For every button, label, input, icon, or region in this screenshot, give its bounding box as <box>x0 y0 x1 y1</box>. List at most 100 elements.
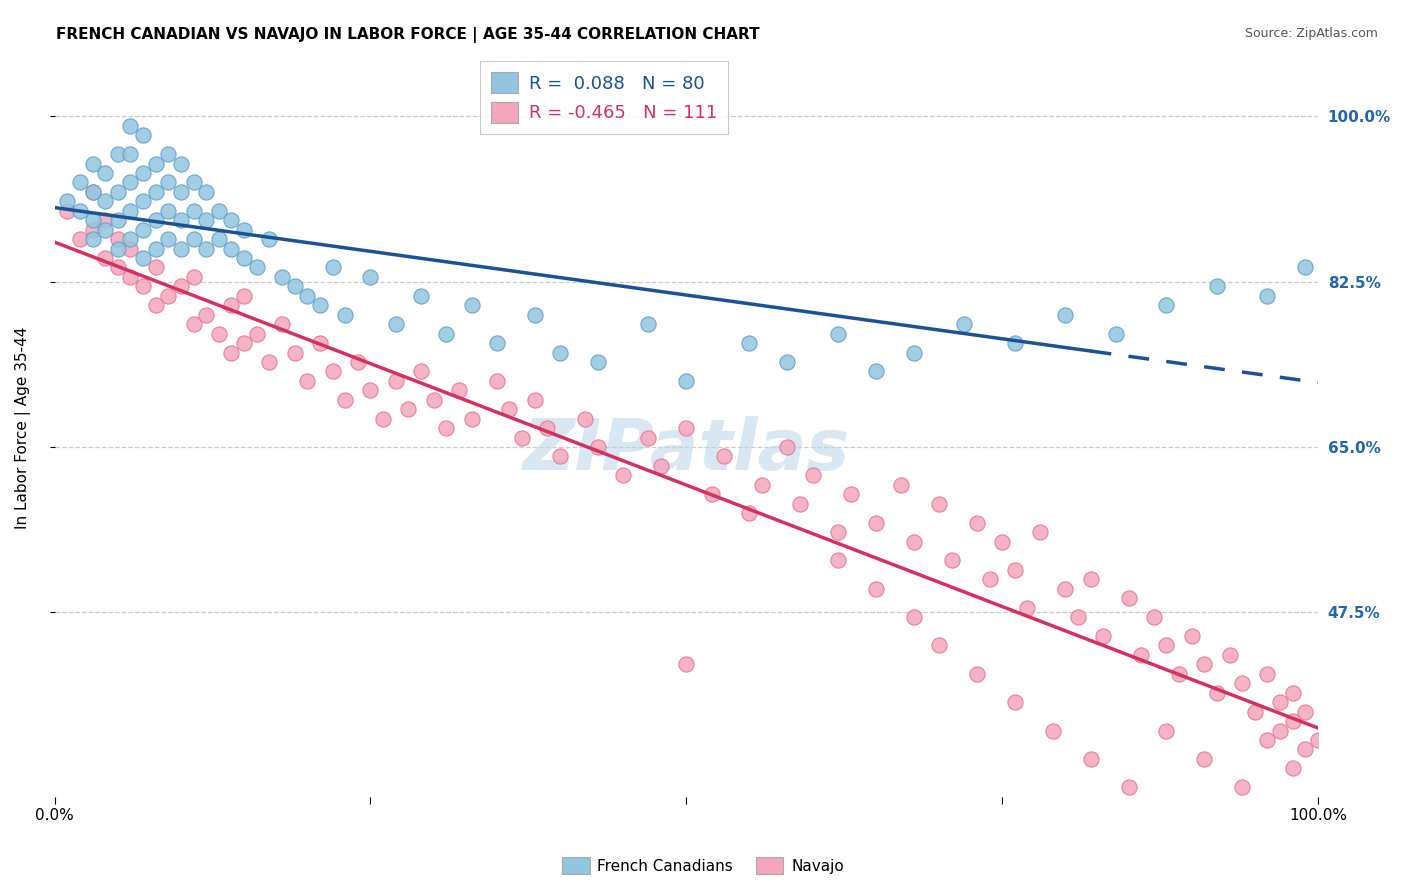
Point <box>145 242 167 256</box>
Point <box>284 345 307 359</box>
Point <box>637 431 659 445</box>
Point <box>107 260 129 275</box>
Point <box>183 176 205 190</box>
Point <box>523 308 546 322</box>
Point <box>233 251 256 265</box>
Point <box>1067 610 1090 624</box>
Point <box>233 223 256 237</box>
Point <box>1080 572 1102 586</box>
Point <box>82 213 104 227</box>
Point <box>789 497 811 511</box>
Point <box>434 326 457 341</box>
Point <box>485 336 508 351</box>
Point <box>1054 308 1077 322</box>
Point <box>574 411 596 425</box>
Point <box>1268 723 1291 738</box>
Point <box>246 326 269 341</box>
Point <box>966 516 988 530</box>
Point <box>548 345 571 359</box>
Point <box>903 345 925 359</box>
Point <box>1268 695 1291 709</box>
Point <box>94 223 117 237</box>
Point <box>157 203 180 218</box>
Point <box>700 487 723 501</box>
Point <box>1156 298 1178 312</box>
Point <box>107 213 129 227</box>
Point <box>1156 723 1178 738</box>
Point <box>1105 326 1128 341</box>
Point <box>297 374 319 388</box>
Point <box>132 223 155 237</box>
Point <box>221 213 243 227</box>
Point <box>941 553 963 567</box>
Point <box>284 279 307 293</box>
Point <box>221 345 243 359</box>
Point <box>107 147 129 161</box>
Point <box>208 232 231 246</box>
Point <box>675 421 697 435</box>
Point <box>1042 723 1064 738</box>
Point <box>776 440 799 454</box>
Point <box>1306 733 1329 747</box>
Point <box>297 289 319 303</box>
Point <box>903 610 925 624</box>
Point <box>865 364 887 378</box>
Point <box>94 166 117 180</box>
Point <box>801 468 824 483</box>
Point <box>145 156 167 170</box>
Point <box>56 194 79 209</box>
Point <box>107 232 129 246</box>
Point <box>145 298 167 312</box>
Point <box>586 440 609 454</box>
Point <box>82 185 104 199</box>
Point <box>1294 705 1316 719</box>
Point <box>422 392 444 407</box>
Point <box>485 374 508 388</box>
Point <box>536 421 558 435</box>
Point <box>335 392 357 407</box>
Point <box>523 392 546 407</box>
Point <box>1054 582 1077 596</box>
Point <box>498 402 520 417</box>
Point <box>1232 780 1254 795</box>
Point <box>120 119 142 133</box>
Point <box>170 185 193 199</box>
Point <box>259 355 281 369</box>
Point <box>82 185 104 199</box>
Point <box>738 506 761 520</box>
Legend: French Canadians, Navajo: French Canadians, Navajo <box>555 851 851 880</box>
Point <box>928 639 950 653</box>
Point <box>1256 666 1278 681</box>
Point <box>221 298 243 312</box>
Point <box>271 317 294 331</box>
Point <box>1294 260 1316 275</box>
Point <box>839 487 862 501</box>
Point <box>347 355 370 369</box>
Point <box>827 525 849 540</box>
Point <box>157 232 180 246</box>
Point <box>1281 714 1303 728</box>
Point <box>82 156 104 170</box>
Point <box>738 336 761 351</box>
Point <box>1206 279 1229 293</box>
Point <box>120 269 142 284</box>
Point <box>183 269 205 284</box>
Point <box>371 411 394 425</box>
Point <box>1004 563 1026 577</box>
Y-axis label: In Labor Force | Age 35-44: In Labor Force | Age 35-44 <box>15 327 31 529</box>
Point <box>713 450 735 464</box>
Point <box>157 289 180 303</box>
Point <box>132 194 155 209</box>
Point <box>1130 648 1153 662</box>
Point <box>1206 686 1229 700</box>
Point <box>510 431 533 445</box>
Point <box>69 232 91 246</box>
Point <box>953 317 976 331</box>
Point <box>384 374 406 388</box>
Point <box>145 260 167 275</box>
Point <box>132 128 155 143</box>
Point <box>447 384 470 398</box>
Point <box>208 326 231 341</box>
Point <box>1256 289 1278 303</box>
Point <box>409 289 432 303</box>
